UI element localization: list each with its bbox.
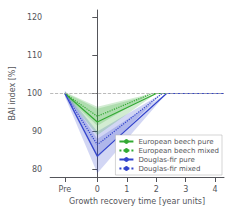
- svg-text:3: 3: [183, 185, 188, 194]
- svg-text:4: 4: [213, 185, 218, 194]
- svg-text:Pre: Pre: [59, 185, 72, 194]
- svg-text:BAI index [%]: BAI index [%]: [8, 66, 17, 120]
- svg-text:Growth recovery time [year uni: Growth recovery time [year units]: [69, 197, 205, 206]
- svg-text:100: 100: [27, 89, 42, 98]
- svg-text:110: 110: [27, 51, 42, 60]
- svg-text:Douglas-fir pure: Douglas-fir pure: [138, 156, 194, 164]
- svg-text:1: 1: [124, 185, 129, 194]
- svg-text:0: 0: [95, 185, 100, 194]
- svg-text:European beech mixed: European beech mixed: [138, 147, 219, 155]
- svg-text:80: 80: [32, 165, 42, 174]
- svg-text:European beech pure: European beech pure: [138, 138, 213, 146]
- svg-text:2: 2: [154, 185, 159, 194]
- svg-text:90: 90: [32, 127, 42, 136]
- svg-text:120: 120: [27, 13, 42, 22]
- svg-text:Douglas-fir mixed: Douglas-fir mixed: [138, 165, 200, 173]
